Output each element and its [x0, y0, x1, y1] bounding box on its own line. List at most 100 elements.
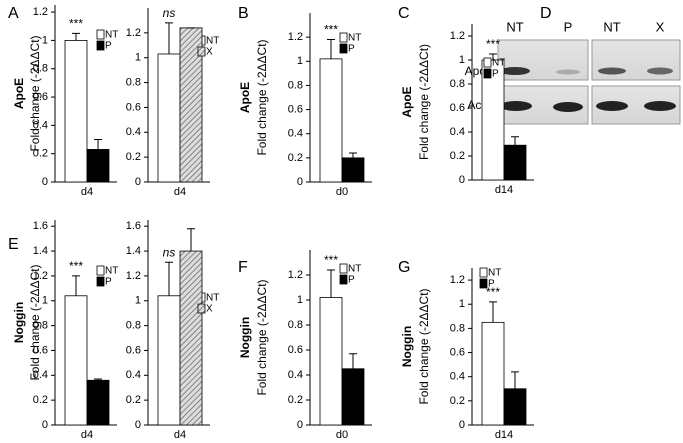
legend-label: X: [206, 304, 213, 315]
bar: [341, 368, 365, 426]
legend-label: X: [206, 47, 213, 58]
annotation: ***: [486, 37, 500, 51]
y-tick-label: 0.4: [126, 126, 141, 138]
y-tick-label: 0.6: [288, 103, 303, 115]
panel-letter: F: [238, 259, 248, 276]
y-axis-label: Fold change (-2ΔΔCt): [28, 264, 42, 380]
bar: [319, 297, 343, 426]
y-tick-label: 0: [42, 419, 48, 431]
legend-label: NT: [105, 266, 118, 277]
legend-label: P: [492, 69, 499, 80]
y-tick-label: 0.4: [126, 369, 141, 381]
legend-label: NT: [206, 293, 219, 304]
error-bar: [72, 32, 80, 41]
y-tick-label: 1: [459, 54, 465, 66]
y-tick-label: 0.2: [288, 152, 303, 164]
y-tick-label: 0.2: [126, 394, 141, 406]
legend-label: P: [348, 275, 355, 286]
legend-swatch: [197, 46, 206, 57]
y-tick-label: 0.8: [33, 63, 48, 75]
bar: [319, 58, 343, 183]
y-tick-label: 0.2: [450, 150, 465, 162]
y-tick-label: 0.6: [288, 344, 303, 356]
y-tick-label: 1: [459, 298, 465, 310]
legend-label: P: [105, 41, 112, 52]
panel-letter: B: [238, 5, 249, 22]
y-tick-label: 1: [42, 295, 48, 307]
bar: [481, 321, 505, 426]
y-axis-label: Fold change (-2ΔΔCt): [417, 44, 431, 160]
lane-label: NT: [603, 19, 620, 34]
panel-letter: A: [8, 5, 19, 22]
bar: [64, 295, 88, 426]
band: [647, 67, 673, 75]
gene-label: Noggin: [238, 317, 252, 358]
y-axis-label: Fold change (-2ΔΔCt): [255, 279, 269, 395]
legend-label: NT: [105, 30, 118, 41]
annotation: ***: [324, 253, 338, 267]
error-bar: [349, 353, 357, 369]
error-bar: [489, 53, 497, 60]
band: [644, 101, 676, 111]
legend-label: NT: [488, 268, 501, 279]
y-tick-label: 0.6: [126, 344, 141, 356]
gene-label: Noggin: [400, 326, 414, 367]
lane-label: X: [656, 19, 665, 34]
gene-label: ApoE: [12, 78, 26, 109]
legend-swatch: [96, 276, 105, 287]
y-tick-label: 0.8: [126, 320, 141, 332]
legend-label: NT: [348, 264, 361, 275]
y-tick-label: 1.2: [288, 269, 303, 281]
y-tick-label: 1.2: [33, 6, 48, 18]
annotation: ***: [324, 23, 338, 37]
legend-swatch: [483, 68, 492, 79]
legend-label: P: [348, 44, 355, 55]
y-tick-label: 0.4: [33, 369, 48, 381]
x-tick-label: d4: [174, 186, 186, 198]
bar: [86, 149, 110, 183]
y-axis-label: Fold change (-2ΔΔCt): [417, 288, 431, 404]
x-tick-label: d4: [81, 186, 93, 198]
band: [500, 67, 530, 75]
y-tick-label: 0.4: [288, 369, 303, 381]
y-axis-label: Fold change (-2ΔΔCt): [28, 35, 42, 151]
annotation: ns: [163, 6, 176, 20]
error-bar: [489, 301, 497, 323]
legend-label: NT: [206, 36, 219, 47]
y-tick-label: 1.2: [126, 270, 141, 282]
y-tick-label: 1: [297, 294, 303, 306]
error-bar: [187, 228, 195, 252]
x-tick-label: d14: [495, 429, 513, 441]
bar: [503, 388, 527, 426]
legend-swatch: [483, 57, 492, 68]
annotation: ns: [163, 245, 176, 259]
legend-swatch: [96, 29, 105, 40]
y-tick-label: 1.4: [33, 245, 48, 257]
x-tick-label: d4: [81, 429, 93, 441]
y-tick-label: 1: [42, 34, 48, 46]
band: [598, 67, 626, 75]
y-tick-label: 0.2: [33, 148, 48, 160]
y-tick-label: 1.2: [126, 27, 141, 39]
y-tick-label: 0.4: [288, 128, 303, 140]
y-tick-label: 0.4: [450, 126, 465, 138]
error-bar: [327, 269, 335, 298]
y-tick-label: 0: [297, 176, 303, 188]
error-bar: [511, 371, 519, 389]
x-tick-label: d14: [495, 184, 513, 196]
band: [553, 102, 583, 112]
y-tick-label: 1.6: [126, 220, 141, 232]
y-tick-label: 0.4: [450, 371, 465, 383]
bar: [157, 295, 181, 426]
band: [500, 101, 532, 111]
error-bar: [327, 39, 335, 59]
y-tick-label: 0.6: [33, 344, 48, 356]
legend-swatch: [479, 267, 488, 278]
y-tick-label: 0: [459, 174, 465, 186]
bar: [157, 53, 181, 183]
y-tick-label: 0.6: [33, 91, 48, 103]
x-tick-label: d4: [174, 429, 186, 441]
y-tick-label: 0.6: [450, 102, 465, 114]
y-tick-label: 0.8: [450, 78, 465, 90]
